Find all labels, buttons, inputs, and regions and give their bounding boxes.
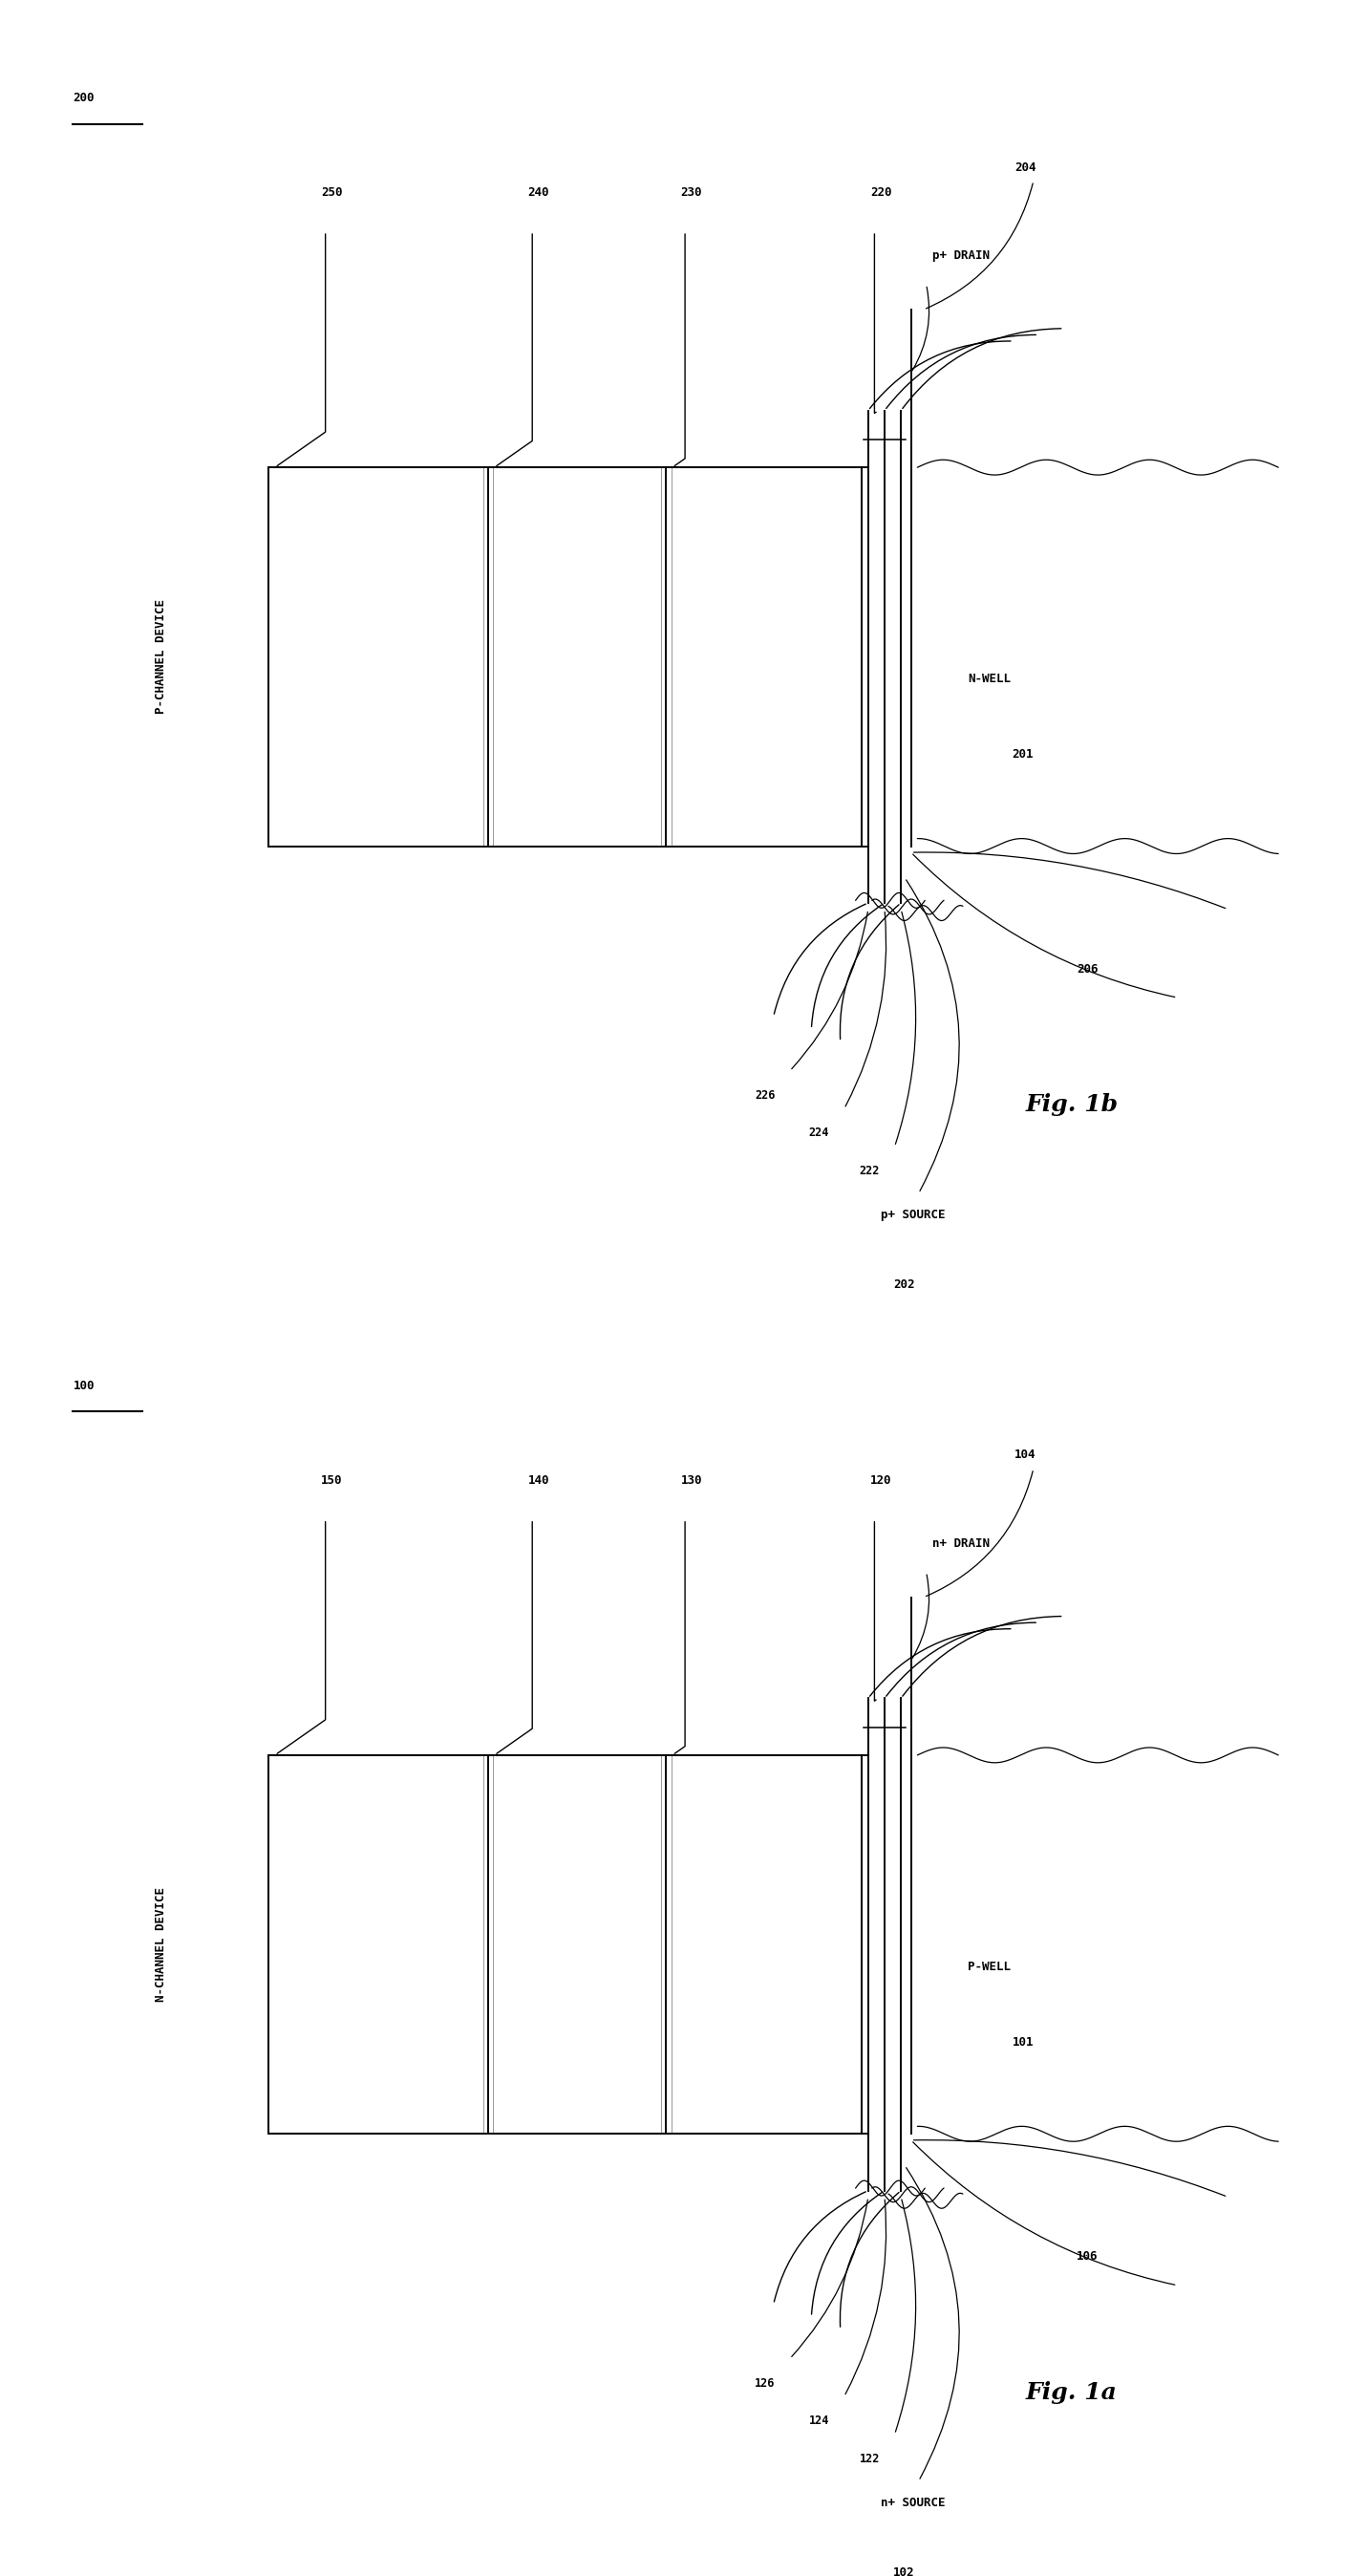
Bar [269, 1754, 862, 2133]
Text: 201: 201 [1011, 747, 1033, 760]
Text: 104: 104 [1014, 1448, 1036, 1461]
Text: 124: 124 [808, 2414, 830, 2427]
Text: P-WELL: P-WELL [968, 1960, 1011, 1973]
Text: 200: 200 [73, 93, 94, 103]
Text: 100: 100 [73, 1378, 94, 1391]
Text: 222: 222 [859, 1164, 880, 1177]
Text: 202: 202 [893, 1278, 915, 1291]
Text: 224: 224 [808, 1126, 830, 1139]
Text: Fig. 1a: Fig. 1a [1026, 2380, 1118, 2403]
Bar [269, 1754, 862, 2133]
Text: 140: 140 [527, 1473, 549, 1486]
Text: N-CHANNEL DEVICE: N-CHANNEL DEVICE [155, 1888, 168, 2002]
Bar [269, 466, 862, 845]
Bar [286, 1772, 845, 2117]
Text: 206: 206 [1076, 963, 1098, 976]
Text: n+ DRAIN: n+ DRAIN [932, 1538, 990, 1551]
Text: 122: 122 [859, 2452, 880, 2465]
Text: P-CHANNEL DEVICE: P-CHANNEL DEVICE [155, 600, 168, 714]
Text: 230: 230 [681, 185, 702, 198]
Text: Fig. 1b: Fig. 1b [1026, 1092, 1119, 1115]
Text: n+ SOURCE: n+ SOURCE [881, 2496, 946, 2509]
Bar [286, 484, 845, 829]
Text: N-WELL: N-WELL [968, 672, 1011, 685]
Bar [659, 1754, 674, 2133]
Text: 106: 106 [1076, 2251, 1098, 2262]
Text: 150: 150 [321, 1473, 343, 1486]
Text: p+ SOURCE: p+ SOURCE [881, 1208, 946, 1221]
Text: p+ DRAIN: p+ DRAIN [932, 250, 990, 263]
Bar [480, 466, 496, 845]
Text: 240: 240 [527, 185, 549, 198]
Text: 130: 130 [681, 1473, 702, 1486]
Text: 226: 226 [755, 1090, 775, 1103]
Text: 102: 102 [893, 2566, 915, 2576]
Text: 250: 250 [321, 185, 343, 198]
Text: 126: 126 [755, 2378, 775, 2388]
Text: 101: 101 [1011, 2035, 1033, 2048]
Text: 120: 120 [870, 1473, 892, 1486]
Text: 204: 204 [1014, 162, 1036, 173]
Text: 220: 220 [870, 185, 892, 198]
Bar [659, 466, 674, 845]
Bar [269, 466, 862, 845]
Bar [480, 1754, 496, 2133]
